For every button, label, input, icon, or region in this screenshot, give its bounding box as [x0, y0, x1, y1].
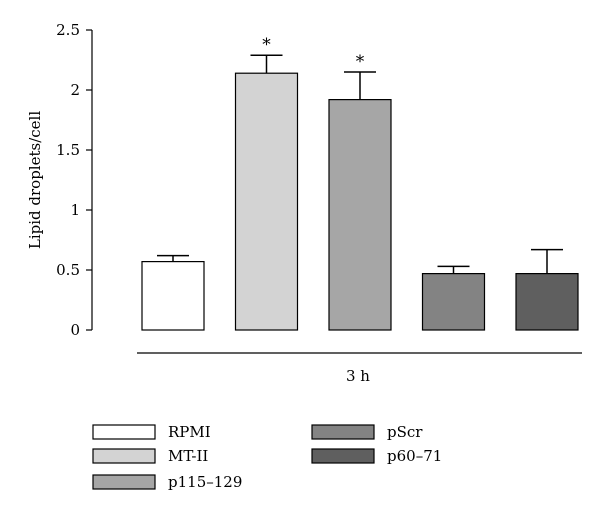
y-axis-label: Lipid droplets/cell — [26, 111, 44, 249]
significance-mark-2: * — [356, 52, 365, 72]
legend: RPMI MT-II p115–129 pScr p60–71 — [92, 423, 442, 491]
y-axis: 0 0.5 1 1.5 2 2.5 Lipid droplets/cell — [26, 21, 93, 339]
legend-swatch-2 — [92, 474, 156, 490]
bar-1 — [234, 72, 299, 331]
legend-label-0: RPMI — [168, 423, 211, 441]
bar-0 — [141, 261, 205, 331]
bar-2 — [328, 98, 392, 331]
bar-3 — [421, 273, 486, 331]
y-tick-label: 1 — [70, 201, 80, 219]
y-tick-label: 2.5 — [56, 21, 80, 39]
legend-swatch-1 — [92, 448, 156, 464]
legend-label-4: p60–71 — [387, 447, 442, 465]
group-axis: 3 h — [137, 352, 582, 385]
legend-swatch-4 — [311, 448, 375, 464]
y-tick-label: 0.5 — [56, 261, 80, 279]
bars: ** — [141, 35, 579, 331]
group-label: 3 h — [346, 367, 370, 385]
legend-label-1: MT-II — [168, 447, 208, 465]
bar-4 — [515, 273, 579, 331]
legend-swatch-0 — [92, 424, 156, 440]
y-tick-label: 0 — [70, 321, 80, 339]
legend-label-3: pScr — [387, 423, 423, 441]
significance-mark-1: * — [262, 35, 271, 55]
legend-swatch-3 — [311, 424, 375, 440]
y-tick-label: 2 — [70, 81, 80, 99]
legend-label-2: p115–129 — [168, 473, 242, 491]
y-tick-label: 1.5 — [56, 141, 80, 159]
